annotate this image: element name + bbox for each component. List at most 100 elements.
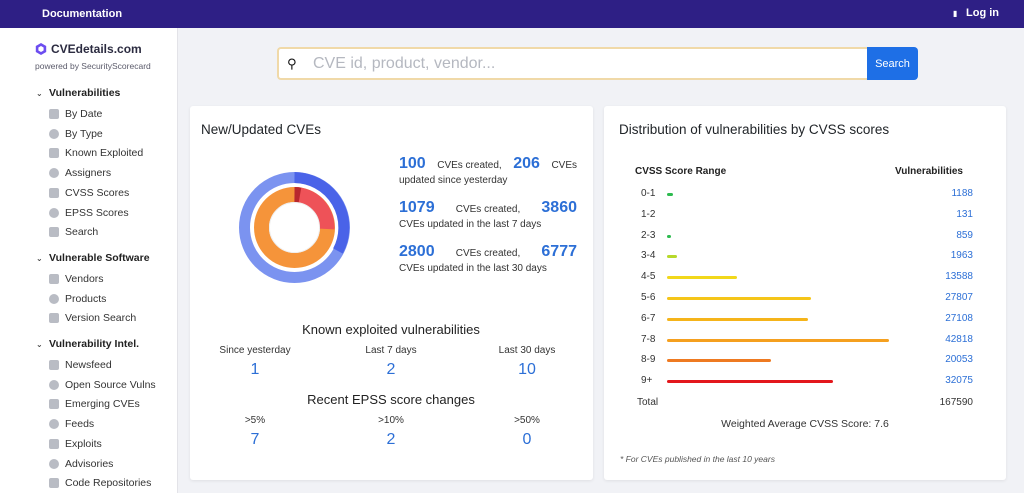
created-label: CVEs created, (455, 204, 521, 215)
cvss-bar (667, 338, 889, 342)
sidebar-item-exploits[interactable]: Exploits (49, 438, 102, 450)
stat-suffix: updated since yesterday (399, 175, 508, 186)
epss-col-label: >50% (514, 415, 540, 426)
sidebar-item-open-source-vulns[interactable]: Open Source Vulns (49, 379, 156, 391)
epss-col-label: >10% (378, 415, 404, 426)
top-navbar: Documentation ▮ Log in (0, 0, 1024, 28)
known-exploited-icon (49, 148, 59, 159)
cvss-range-label: 8-9 (641, 354, 656, 366)
sidebar-item-label: Exploits (65, 437, 102, 450)
code-repositories-icon (49, 478, 59, 489)
cvss-count[interactable]: 42818 (945, 333, 973, 345)
sidebar-item-label: Known Exploited (65, 147, 144, 160)
created-count[interactable]: 2800 (399, 243, 435, 260)
known-col-label: Since yesterday (219, 345, 291, 356)
stat-suffix: CVEs updated in the last 30 days (399, 263, 547, 274)
known-col-label: Last 30 days (498, 345, 556, 356)
epss-col-value[interactable]: 7 (250, 431, 260, 448)
sidebar-section-label: Vulnerabilities (49, 87, 121, 99)
cvss-row: 1-2 131 (637, 209, 973, 223)
cvss-count[interactable]: 20053 (945, 354, 973, 366)
search-input[interactable]: ⚲ CVE id, product, vendor... (277, 47, 867, 80)
cvss-row: 7-8 42818 (637, 334, 973, 348)
cvss-scores-icon (49, 187, 59, 198)
cvss-count[interactable]: 27807 (945, 292, 973, 303)
weighted-average: Weighted Average CVSS Score: 7.6 (721, 418, 889, 430)
emerging-cves-icon (49, 399, 59, 410)
cve-donut-chart (239, 172, 350, 283)
sidebar-item-products[interactable]: Products (49, 293, 106, 305)
search-button[interactable]: Search (867, 47, 918, 80)
sidebar-item-search[interactable]: Search (49, 226, 98, 238)
cvss-row: 0-1 1188 (637, 188, 973, 202)
sidebar-item-label: Emerging CVEs (65, 398, 140, 411)
sidebar-section-vulnerability-intel[interactable]: ⌄ Vulnerability Intel. (36, 338, 139, 350)
cvss-bar (667, 276, 738, 280)
created-count[interactable]: 100 (399, 155, 426, 172)
created-label: CVEs created, (455, 248, 521, 259)
version-search-icon (49, 313, 59, 324)
vulnerabilities-header: Vulnerabilities (895, 166, 963, 177)
cvedetails-logo-icon (35, 43, 47, 55)
sidebar-item-newsfeed[interactable]: Newsfeed (49, 359, 112, 371)
cvss-row: 8-9 20053 (637, 354, 973, 368)
cvss-count[interactable]: 859 (956, 229, 973, 241)
sidebar-item-vendors[interactable]: Vendors (49, 273, 104, 285)
cvss-bar (667, 193, 674, 196)
sidebar-item-label: Vendors (65, 273, 104, 285)
sidebar-item-assigners[interactable]: Assigners (49, 167, 111, 179)
sidebar-item-by-type[interactable]: By Type (49, 128, 103, 140)
sidebar-item-code-repositories[interactable]: Code Repositories (49, 477, 151, 489)
sidebar-item-emerging-cves[interactable]: Emerging CVEs (49, 398, 140, 410)
powered-by: powered by SecurityScorecard (35, 61, 151, 71)
cvss-count[interactable]: 1188 (951, 188, 973, 199)
cvss-count[interactable]: 13588 (945, 271, 973, 283)
sidebar-item-by-date[interactable]: By Date (49, 108, 102, 120)
sidebar-item-label: Version Search (65, 312, 137, 325)
cvss-count[interactable]: 32075 (945, 375, 973, 387)
score-range-header: CVSS Score Range (635, 166, 727, 177)
sidebar-item-version-search[interactable]: Version Search (49, 312, 136, 324)
sidebar-item-label: By Date (65, 108, 103, 120)
search-icon (49, 227, 59, 238)
login-link[interactable]: ▮ Log in (953, 7, 999, 19)
documentation-link[interactable]: Documentation (42, 8, 123, 20)
epss-col-value[interactable]: 0 (522, 431, 532, 448)
sidebar-item-feeds[interactable]: Feeds (49, 418, 94, 430)
sidebar-item-label: Feeds (65, 418, 95, 431)
cvss-count[interactable]: 131 (956, 208, 973, 220)
updated-count[interactable]: 206 (513, 155, 540, 172)
cvss-row: 6-7 27108 (637, 313, 973, 327)
sidebar-item-epss-scores[interactable]: EPSS Scores (49, 207, 129, 219)
updated-count[interactable]: 6777 (541, 243, 577, 260)
sidebar-item-label: Assigners (65, 167, 112, 180)
cvss-range-label: 0-1 (641, 188, 656, 199)
sidebar-item-known-exploited[interactable]: Known Exploited (49, 147, 143, 159)
total-label: Total (637, 397, 659, 408)
sidebar-item-advisories[interactable]: Advisories (49, 458, 113, 470)
cvss-count[interactable]: 1963 (950, 250, 973, 262)
footnote: * For CVEs published in the last 10 year… (620, 454, 775, 464)
known-col-value[interactable]: 10 (518, 361, 536, 378)
brand[interactable]: CVEdetails.com (35, 42, 142, 56)
known-col-value[interactable]: 2 (386, 361, 396, 378)
sidebar-section-vulnerable-software[interactable]: ⌄ Vulnerable Software (36, 252, 150, 264)
known-col-value[interactable]: 1 (250, 361, 260, 378)
epss-scores-icon (49, 207, 59, 218)
updated-count[interactable]: 3860 (541, 199, 577, 216)
exploits-icon (49, 438, 59, 449)
by-type-icon (49, 128, 59, 139)
sidebar-item-cvss-scores[interactable]: CVSS Scores (49, 187, 129, 199)
cvss-count[interactable]: 27108 (945, 312, 973, 324)
sidebar: CVEdetails.com powered by SecurityScorec… (0, 28, 178, 493)
sidebar-section-vulnerabilities[interactable]: ⌄ Vulnerabilities (36, 87, 120, 99)
search-icon: ⚲ (287, 56, 297, 71)
vendors-icon (49, 274, 59, 284)
cvss-range-label: 1-2 (641, 208, 656, 220)
epss-col-value[interactable]: 2 (386, 431, 396, 448)
feeds-icon (49, 419, 59, 430)
cvss-row: 3-4 1963 (637, 250, 973, 264)
products-icon (49, 293, 59, 304)
created-count[interactable]: 1079 (399, 199, 435, 216)
distribution-title: Distribution of vulnerabilities by CVSS … (619, 122, 890, 137)
